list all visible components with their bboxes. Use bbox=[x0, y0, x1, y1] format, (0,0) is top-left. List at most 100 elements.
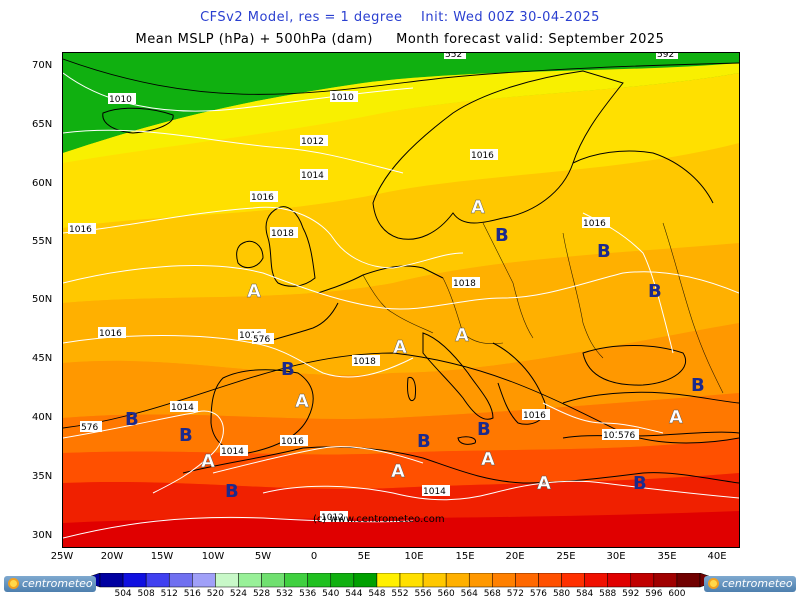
colorbar-cell bbox=[330, 573, 355, 588]
isobar-label: 1016 bbox=[99, 329, 122, 339]
colorbar-level-label: 528 bbox=[252, 589, 271, 599]
height-contours bbox=[63, 58, 739, 444]
height-label: 552 bbox=[445, 53, 462, 60]
colorbar-cell bbox=[376, 573, 401, 588]
colorbar-cell bbox=[445, 573, 470, 588]
logo-icon bbox=[708, 578, 719, 589]
low-marker: B bbox=[225, 481, 239, 502]
isobar-label: 1016 bbox=[239, 331, 262, 341]
high-marker: A bbox=[247, 281, 261, 302]
high-marker: A bbox=[537, 473, 551, 494]
colorbar-cell bbox=[422, 573, 447, 588]
colorbar-cell bbox=[145, 573, 170, 588]
lat-tick-label: 60N bbox=[32, 178, 53, 189]
isobar-label: 1016 bbox=[251, 193, 274, 203]
colorbar-cell bbox=[399, 573, 424, 588]
colorbar-cell bbox=[261, 573, 285, 588]
height-label: 576 bbox=[81, 423, 98, 433]
isobar-label: 1016 bbox=[281, 437, 304, 447]
band-572 bbox=[63, 393, 739, 455]
lon-tick-label: 20W bbox=[100, 551, 124, 562]
colorbar-level-label: 536 bbox=[299, 589, 317, 599]
isobar-label: 1018 bbox=[353, 357, 376, 367]
colorbar-cell bbox=[538, 573, 562, 588]
logo-icon bbox=[8, 578, 19, 589]
isobar-label: 1018 bbox=[453, 279, 476, 289]
band-556 bbox=[63, 73, 739, 228]
low-marker: B bbox=[495, 225, 509, 246]
chart-title: CFSv2 Model, res = 1 degree Init: Wed 00… bbox=[200, 10, 600, 25]
colorbar bbox=[79, 573, 721, 588]
colorbar-cell bbox=[215, 573, 239, 588]
colorbar-cell bbox=[653, 573, 678, 588]
isobar-label-group: 1010 1010 1012 1014 1016 1016 1016 1018 … bbox=[68, 91, 630, 523]
high-marker: A bbox=[295, 391, 309, 412]
colorbar-level-label: 584 bbox=[576, 589, 594, 599]
colorbar-cell bbox=[607, 573, 632, 588]
height-label: 592 bbox=[657, 53, 674, 60]
colorbar-level-label: 552 bbox=[391, 589, 409, 599]
colorbar-level-label: 512 bbox=[160, 589, 178, 599]
high-marker: A bbox=[669, 407, 683, 428]
isobar-label: 1014 bbox=[171, 403, 194, 413]
logo-right: centrometeo bbox=[704, 576, 796, 592]
lat-tick-label: 65N bbox=[32, 119, 53, 130]
high-marker: A bbox=[481, 449, 495, 470]
isobar-label: 1018 bbox=[271, 229, 294, 239]
isobar-label: 1012 bbox=[321, 513, 344, 523]
lat-tick-label: 50N bbox=[32, 294, 53, 305]
colorbar-cell bbox=[99, 573, 124, 588]
colorbar-level-label: 580 bbox=[552, 589, 571, 599]
colorbar-level-label: 596 bbox=[645, 589, 663, 599]
lat-tick-label: 35N bbox=[32, 471, 53, 482]
low-marker: B bbox=[417, 431, 431, 452]
colorbar-level-label: 508 bbox=[137, 589, 155, 599]
colorbar-cell bbox=[676, 573, 701, 588]
low-marker: B bbox=[179, 425, 193, 446]
low-marker: B bbox=[691, 375, 705, 396]
colorbar-level-label: 556 bbox=[414, 589, 432, 599]
colorbar-cell bbox=[192, 573, 216, 588]
isobar-label: 1014 bbox=[423, 487, 446, 497]
colorbar-level-label: 592 bbox=[622, 589, 640, 599]
isobar-label: 1014 bbox=[221, 447, 244, 457]
lon-tick-label: 20E bbox=[505, 551, 525, 562]
lon-tick-label: 25E bbox=[556, 551, 576, 562]
low-marker: B bbox=[281, 359, 295, 380]
lat-tick-label: 40N bbox=[32, 412, 53, 423]
colorbar-level-label: 588 bbox=[599, 589, 617, 599]
high-marker: A bbox=[391, 461, 405, 482]
map-panel: 1010 1010 1012 1014 1016 1016 1016 1018 … bbox=[62, 52, 740, 548]
colorbar-level-label: 520 bbox=[206, 589, 224, 599]
colorbar-cell bbox=[122, 573, 147, 588]
band-552 bbox=[63, 63, 739, 163]
lat-tick-label: 30N bbox=[32, 530, 53, 541]
isobar-label: 1010 bbox=[109, 95, 132, 105]
coastlines bbox=[102, 70, 739, 484]
logo-left: centrometeo bbox=[4, 576, 96, 592]
isobar-label: 1010 bbox=[331, 93, 354, 103]
low-marker: B bbox=[125, 409, 139, 430]
colorbar-cell bbox=[168, 573, 193, 588]
colorbar-cell bbox=[630, 573, 655, 588]
colorbar-level-label: 504 bbox=[114, 589, 132, 599]
high-marker: A bbox=[471, 197, 485, 218]
lat-tick-label: 55N bbox=[32, 236, 53, 247]
lat-tick-label: 45N bbox=[32, 353, 53, 364]
isobar-label: 1014 bbox=[301, 171, 324, 181]
colorbar-cell bbox=[307, 573, 332, 588]
colorbar-level-label: 540 bbox=[322, 589, 340, 599]
high-marker: A bbox=[201, 451, 215, 472]
colorbar-cell bbox=[284, 573, 308, 588]
low-marker: B bbox=[648, 281, 662, 302]
colorbar-cell bbox=[468, 573, 493, 588]
lon-tick-label: 15W bbox=[150, 551, 174, 562]
high-marker: A bbox=[455, 325, 469, 346]
isobar-label: 1016 bbox=[69, 225, 92, 235]
lon-tick-label: 5E bbox=[357, 551, 371, 562]
lon-tick-label: 35E bbox=[657, 551, 677, 562]
lon-tick-label: 40E bbox=[707, 551, 727, 562]
colorbar-level-label: 572 bbox=[506, 589, 524, 599]
isobar-label: 1016 bbox=[583, 219, 606, 229]
band-584 bbox=[63, 511, 739, 547]
